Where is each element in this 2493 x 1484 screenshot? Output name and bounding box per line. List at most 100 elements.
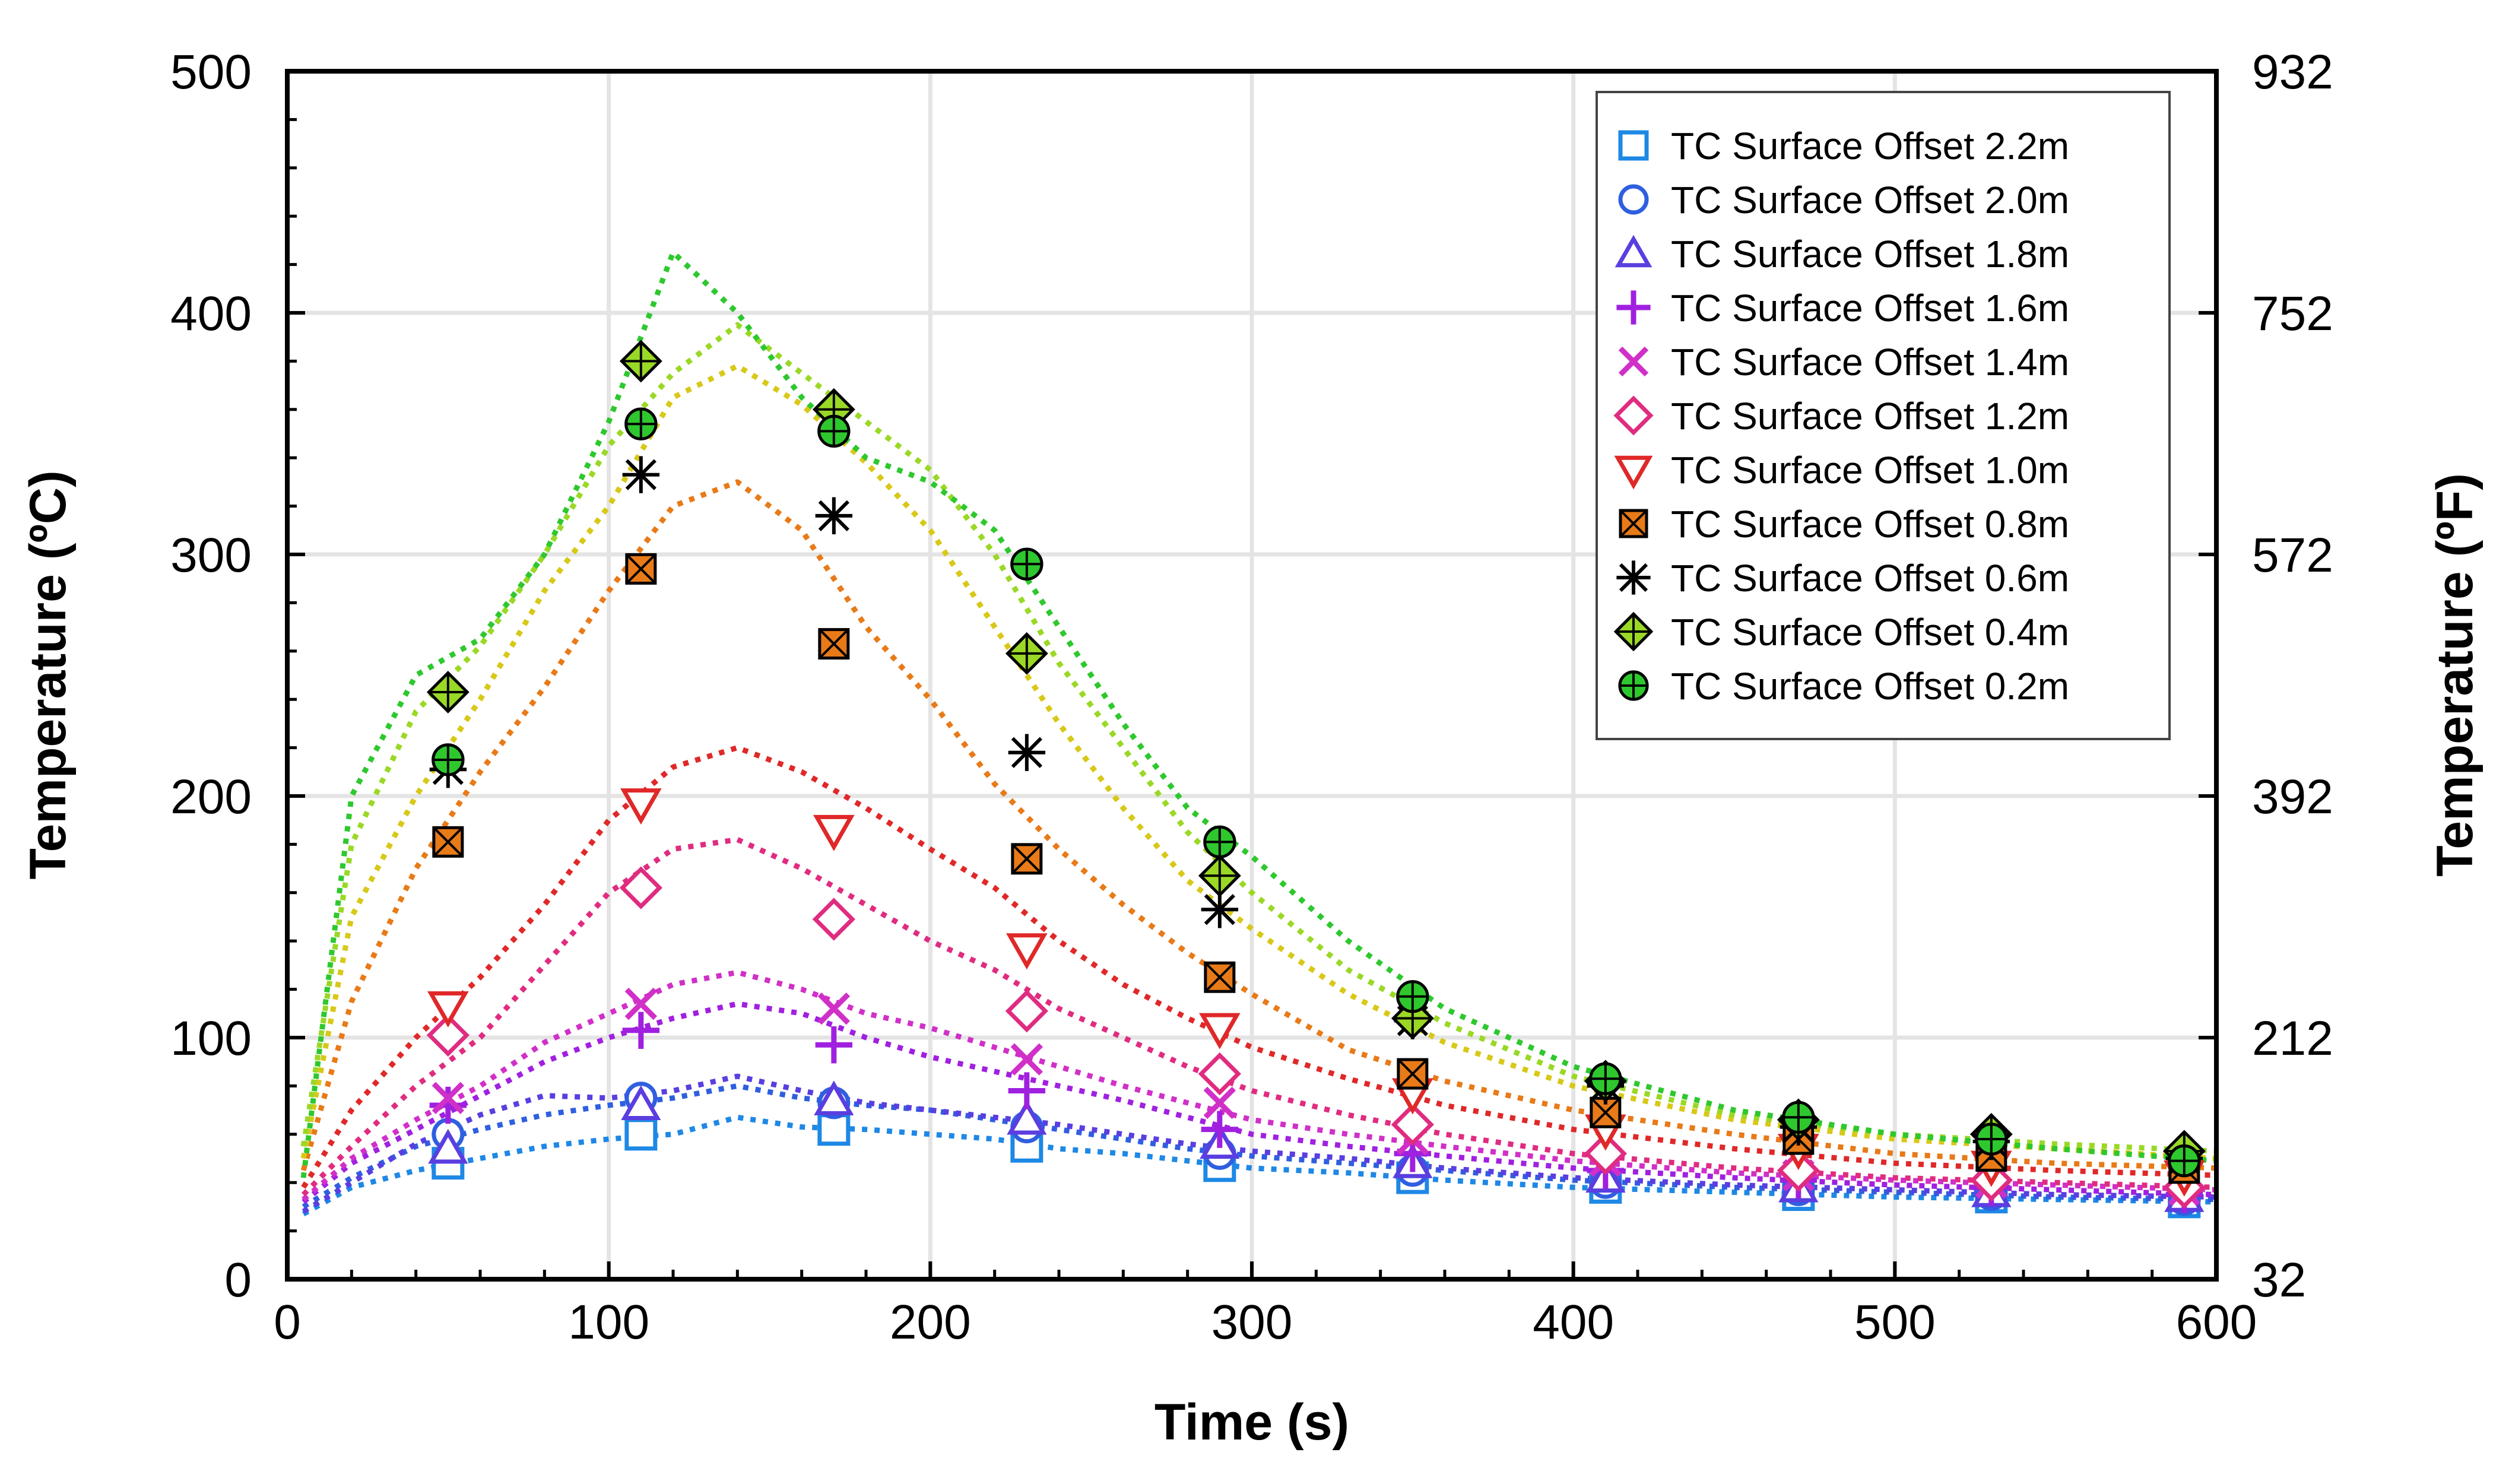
y-tick-label: 400 — [170, 287, 252, 341]
x-axis-title: Time (s) — [1154, 1394, 1349, 1451]
marker-detail — [1204, 962, 1235, 992]
marker-detail — [1590, 1097, 1621, 1128]
data-point — [1198, 1052, 1241, 1096]
marker-shape — [619, 866, 662, 909]
marker-shape — [1618, 346, 1649, 377]
legend-label: TC Surface Offset 1.8m — [1671, 233, 2069, 275]
data-point — [1204, 961, 1236, 993]
marker-shape — [620, 788, 662, 825]
legend-label: TC Surface Offset 2.0m — [1671, 179, 2069, 221]
data-point — [1005, 990, 1048, 1033]
data-point — [429, 1086, 467, 1124]
marker-detail — [626, 409, 656, 439]
data-point — [625, 553, 657, 585]
data-point — [1391, 1103, 1434, 1146]
y-tick-label: 0 — [224, 1253, 252, 1307]
marker-shape — [1615, 234, 1653, 268]
axis-ticks — [286, 69, 2218, 1281]
data-point — [1975, 1122, 2008, 1156]
data-point — [621, 1085, 661, 1121]
legend-label: TC Surface Offset 1.2m — [1671, 395, 2069, 437]
marker-detail — [1590, 1063, 1621, 1094]
marker-shape — [429, 1086, 467, 1124]
data-point — [622, 1011, 660, 1049]
data-point — [815, 497, 853, 535]
data-point — [427, 991, 469, 1028]
data-point — [1011, 843, 1043, 875]
data-point — [817, 1113, 851, 1146]
legend-marker — [1618, 184, 1649, 215]
marker-detail — [1200, 856, 1239, 895]
marker-shape — [1391, 1103, 1434, 1146]
y2-tick-label: 392 — [2252, 770, 2333, 824]
series-curve — [301, 836, 2217, 1197]
data-point — [1201, 1111, 1239, 1148]
data-point — [624, 1118, 658, 1151]
legend-label: TC Surface Offset 0.4m — [1671, 611, 2069, 654]
marker-detail — [1397, 1058, 1428, 1089]
series-curve — [302, 969, 2217, 1202]
marker-detail — [1011, 549, 1042, 579]
marker-detail — [433, 744, 464, 775]
data-point — [432, 743, 465, 776]
marker-detail — [1007, 634, 1046, 673]
legend-label: TC Surface Offset 1.0m — [1671, 449, 2069, 492]
data-point — [426, 1013, 470, 1057]
legend-label: TC Surface Offset 2.2m — [1671, 125, 2069, 167]
series-curves — [300, 249, 2217, 1217]
marker-detail — [1616, 614, 1651, 649]
marker-shape — [426, 1013, 470, 1057]
legend-marker — [1616, 560, 1651, 595]
legend-box — [1596, 91, 2171, 740]
data-point — [1198, 1013, 1241, 1049]
data-point — [815, 1026, 853, 1064]
data-point — [817, 414, 851, 448]
series-curve — [301, 745, 2217, 1189]
marker-shape — [815, 497, 853, 535]
legend-marker — [1613, 395, 1654, 436]
marker-detail — [1619, 671, 1648, 700]
marker-shape — [814, 1080, 854, 1115]
x-tick-label: 400 — [1533, 1295, 1614, 1349]
y2-tick-label: 932 — [2252, 45, 2333, 99]
marker-shape — [1203, 1086, 1236, 1120]
marker-detail — [1619, 509, 1648, 538]
marker-shape — [621, 1085, 661, 1121]
marker-shape — [1616, 560, 1651, 595]
data-point — [432, 826, 464, 858]
marker-detail — [2169, 1146, 2200, 1176]
series-curve — [300, 363, 2217, 1161]
marker-detail — [819, 629, 849, 659]
y2-axis-title: Temperature (ºF) — [2427, 473, 2484, 877]
data-point — [1777, 1149, 1820, 1192]
data-point — [813, 814, 855, 851]
x-tick-label: 200 — [890, 1295, 971, 1349]
data-point — [619, 340, 662, 383]
data-point — [1008, 1072, 1046, 1109]
legend-label: TC Surface Offset 0.8m — [1671, 503, 2069, 546]
marker-detail — [433, 826, 464, 857]
marker-detail — [621, 342, 661, 380]
marker-shape — [1008, 1072, 1046, 1109]
y2-tick-label: 752 — [2252, 287, 2333, 341]
marker-shape — [813, 814, 855, 851]
legend: TC Surface Offset 2.2m TC Surface Offset … — [1596, 91, 2171, 740]
marker-shape — [1198, 1052, 1241, 1096]
marker-shape — [624, 1118, 658, 1151]
marker-shape — [1201, 891, 1239, 928]
marker-shape — [1007, 1099, 1047, 1135]
data-point — [1782, 1101, 1815, 1134]
marker-shape — [1006, 933, 1048, 970]
legend-label: TC Surface Offset 1.4m — [1671, 341, 2069, 383]
data-point — [1005, 632, 1048, 675]
series-curve — [302, 1073, 2217, 1214]
series-curve — [302, 1001, 2217, 1204]
x-tick-label: 600 — [2176, 1295, 2257, 1349]
x-tick-label: 300 — [1211, 1295, 1293, 1349]
data-point — [817, 992, 851, 1025]
marker-detail — [1204, 827, 1235, 857]
marker-detail — [429, 673, 468, 712]
series-curve — [300, 479, 2217, 1172]
y-tick-label: 300 — [170, 528, 252, 582]
